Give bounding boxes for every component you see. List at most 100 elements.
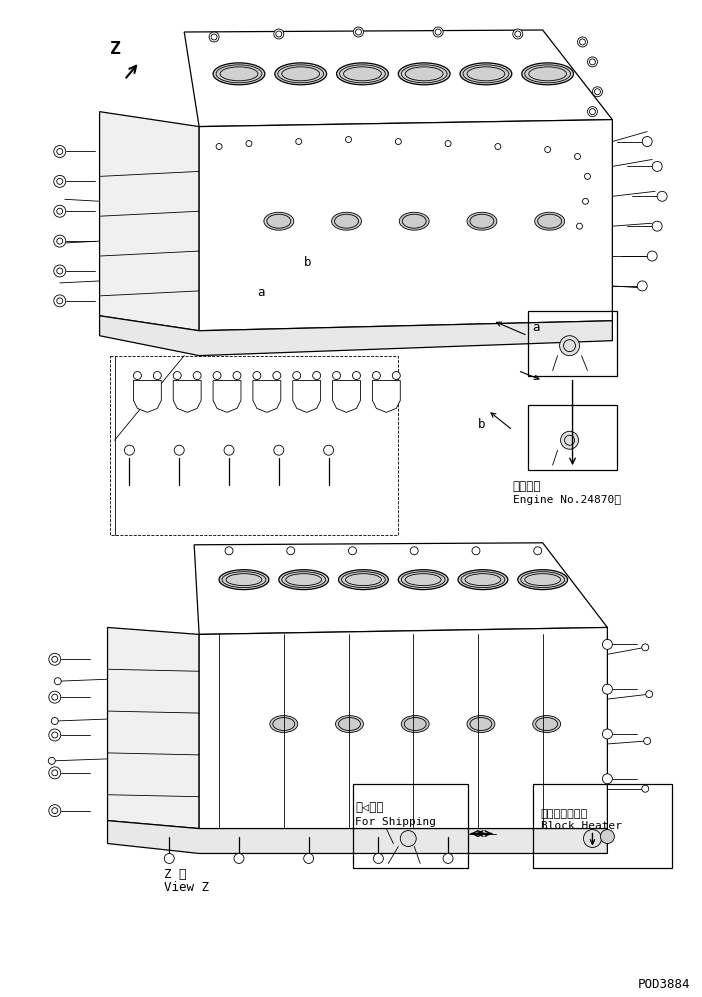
Bar (354, 784, 468, 868)
Circle shape (392, 372, 400, 380)
Circle shape (445, 141, 451, 147)
Circle shape (559, 336, 580, 356)
Ellipse shape (219, 569, 269, 589)
Text: ブロックヒータ: ブロックヒータ (541, 809, 588, 819)
Circle shape (234, 853, 244, 863)
Polygon shape (100, 316, 612, 356)
Circle shape (534, 546, 542, 554)
Circle shape (49, 691, 61, 703)
Ellipse shape (535, 212, 564, 230)
Circle shape (164, 853, 174, 863)
Circle shape (216, 144, 222, 150)
Text: 運◁部品: 運◁部品 (355, 801, 384, 814)
Polygon shape (107, 627, 199, 829)
Circle shape (652, 221, 662, 231)
Circle shape (209, 32, 219, 42)
Circle shape (372, 372, 380, 380)
Ellipse shape (279, 569, 329, 589)
Circle shape (312, 372, 321, 380)
Circle shape (588, 57, 597, 67)
Circle shape (443, 853, 453, 863)
Circle shape (561, 432, 578, 450)
Circle shape (304, 853, 314, 863)
Circle shape (54, 265, 66, 277)
Circle shape (495, 144, 501, 150)
Text: Z 視: Z 視 (164, 868, 187, 881)
Circle shape (585, 173, 590, 179)
Circle shape (54, 295, 66, 307)
Ellipse shape (533, 716, 561, 733)
Circle shape (602, 639, 612, 649)
Ellipse shape (213, 63, 265, 85)
Text: a: a (257, 286, 265, 299)
Polygon shape (184, 30, 612, 127)
Circle shape (592, 87, 602, 97)
Ellipse shape (398, 63, 450, 85)
Circle shape (354, 27, 364, 37)
Circle shape (583, 830, 602, 847)
Polygon shape (333, 381, 360, 413)
Circle shape (352, 372, 360, 380)
Text: View Z: View Z (164, 881, 209, 894)
Ellipse shape (338, 569, 388, 589)
Circle shape (246, 141, 252, 147)
Circle shape (646, 691, 653, 698)
Ellipse shape (518, 569, 567, 589)
Text: POD3884: POD3884 (637, 978, 690, 991)
Circle shape (293, 372, 300, 380)
Circle shape (54, 235, 66, 247)
Circle shape (657, 191, 667, 201)
Text: a: a (533, 321, 541, 334)
Circle shape (333, 372, 340, 380)
Circle shape (642, 786, 649, 793)
Circle shape (49, 729, 61, 741)
Polygon shape (253, 381, 281, 413)
Circle shape (51, 718, 58, 725)
Circle shape (296, 139, 302, 145)
Circle shape (274, 29, 284, 39)
Text: Z: Z (110, 40, 121, 58)
Ellipse shape (336, 716, 364, 733)
Polygon shape (107, 821, 607, 853)
Polygon shape (293, 381, 321, 413)
Circle shape (642, 137, 652, 147)
Text: Block Heater: Block Heater (541, 821, 622, 831)
Ellipse shape (336, 63, 388, 85)
Text: b: b (478, 419, 486, 432)
Ellipse shape (398, 569, 448, 589)
Circle shape (600, 830, 614, 843)
Circle shape (637, 281, 647, 291)
Polygon shape (173, 381, 201, 413)
Circle shape (576, 223, 583, 229)
Circle shape (345, 137, 352, 143)
Circle shape (324, 446, 333, 456)
Ellipse shape (331, 212, 362, 230)
Circle shape (472, 546, 480, 554)
Circle shape (588, 107, 597, 117)
Ellipse shape (270, 716, 298, 733)
Bar (528, 311, 617, 376)
Polygon shape (100, 112, 199, 331)
Circle shape (287, 546, 295, 554)
Circle shape (153, 372, 161, 380)
Polygon shape (194, 542, 607, 634)
Circle shape (642, 644, 649, 651)
Circle shape (574, 154, 581, 160)
Ellipse shape (522, 63, 574, 85)
Circle shape (233, 372, 241, 380)
Ellipse shape (274, 63, 326, 85)
Bar (533, 784, 672, 868)
Circle shape (224, 446, 234, 456)
Circle shape (578, 37, 588, 47)
Circle shape (49, 767, 61, 779)
Circle shape (545, 147, 550, 153)
Circle shape (213, 372, 221, 380)
Text: 適用号機: 適用号機 (512, 480, 541, 494)
Ellipse shape (467, 212, 497, 230)
Circle shape (373, 853, 383, 863)
Circle shape (49, 653, 61, 665)
Circle shape (395, 139, 402, 145)
Circle shape (583, 198, 588, 204)
Circle shape (602, 684, 612, 694)
Circle shape (54, 175, 66, 187)
